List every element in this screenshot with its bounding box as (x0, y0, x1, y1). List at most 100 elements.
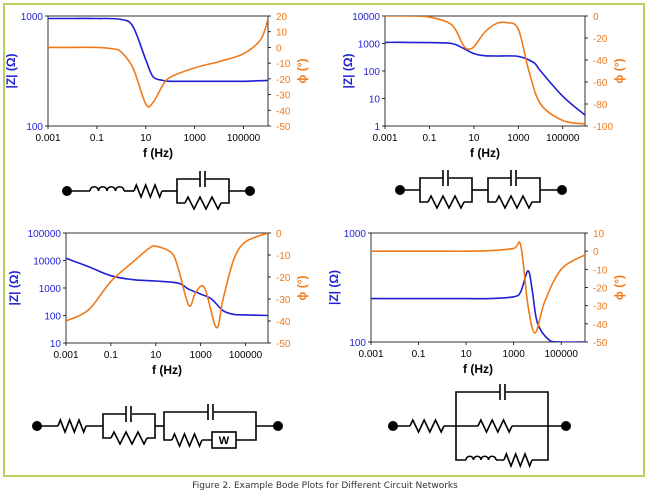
x-tick-label: 100000 (227, 133, 261, 144)
x-axis-label: f (Hz) (143, 146, 173, 160)
y-tick-label: 100000 (28, 229, 62, 240)
terminal-dot (273, 421, 283, 431)
y-tick-label: 1000 (344, 229, 367, 240)
resistor-symbol (133, 182, 163, 200)
x-axis-label: f (Hz) (470, 146, 500, 160)
y-tick-label: 1000 (39, 284, 62, 295)
resistor-symbol (163, 426, 212, 449)
x-tick-label: 0.1 (90, 133, 104, 144)
y2-tick-label: -30 (593, 302, 608, 313)
y2-tick-label: -20 (593, 34, 608, 45)
y-tick-label: 100 (363, 67, 380, 78)
y2-tick-label: -50 (593, 338, 608, 349)
x-tick-label: 10 (468, 133, 480, 144)
resistor-symbol (409, 418, 445, 434)
x-tick-label: 0.1 (412, 349, 426, 360)
capacitor-symbol (499, 384, 506, 400)
x-tick-label: 1000 (184, 133, 207, 144)
capacitor-symbol (207, 404, 214, 420)
y2-axis-label: ϕ (°) (295, 275, 309, 300)
phase-line (48, 18, 268, 108)
y2-tick-label: -10 (276, 59, 291, 70)
plot-area (47, 15, 269, 127)
circuit-4 (388, 384, 571, 469)
x-tick-label: 100000 (545, 349, 579, 360)
phase-line (371, 241, 585, 334)
circuit-2 (395, 170, 567, 210)
resistor-symbol (456, 418, 548, 434)
y2-tick-label: -20 (276, 75, 291, 86)
x-tick-label: 10 (150, 350, 162, 361)
phase-line (66, 233, 268, 329)
y-axis-label: |Z| (Ω) (7, 271, 21, 306)
magnitude-line (66, 257, 268, 317)
y-tick-label: 100 (44, 312, 61, 323)
x-tick-label: 0.1 (104, 350, 118, 361)
wire (455, 426, 466, 461)
y2-tick-label: 10 (276, 28, 288, 39)
terminal-dot (557, 185, 567, 195)
capacitor-symbol (125, 406, 132, 422)
y-tick-label: 1000 (21, 12, 44, 23)
x-tick-label: 10 (140, 133, 152, 144)
x-axis-label: f (Hz) (152, 363, 182, 377)
y-axis-label: |Z| (Ω) (341, 54, 355, 89)
magnitude-line (385, 41, 585, 116)
y2-tick-label: 10 (593, 229, 605, 240)
y2-tick-label: -40 (276, 317, 291, 328)
x-tick-label: 100000 (229, 350, 263, 361)
resistor-symbol (496, 426, 549, 469)
terminal-dot (245, 186, 255, 196)
x-tick-label: 1000 (507, 133, 530, 144)
warburg-label: W (219, 435, 230, 447)
x-tick-label: 1000 (503, 349, 526, 360)
y-tick-label: 100 (349, 338, 366, 349)
y2-tick-label: 0 (276, 43, 282, 54)
magnitude-line (48, 17, 268, 83)
y2-tick-label: 0 (276, 229, 282, 240)
y2-tick-label: 20 (276, 12, 288, 23)
y2-axis-label: ϕ (°) (295, 58, 309, 83)
y-tick-label: 10 (369, 95, 381, 106)
y2-tick-label: -10 (593, 265, 608, 276)
capacitor-symbol (510, 170, 517, 186)
wire (163, 411, 257, 426)
y-tick-label: 100 (26, 122, 43, 133)
circuit-3: W (32, 404, 283, 449)
y2-tick-label: 0 (593, 12, 599, 23)
y-tick-label: 10000 (352, 12, 380, 23)
y-axis-label: |Z| (Ω) (4, 54, 18, 89)
y-tick-label: 1 (374, 122, 380, 133)
y2-tick-label: -10 (276, 251, 291, 262)
x-tick-label: 0.001 (372, 133, 397, 144)
figure-frame (3, 3, 645, 477)
y-tick-label: 10000 (33, 257, 61, 268)
y2-tick-label: -60 (593, 78, 608, 89)
resistor-symbol (102, 426, 156, 446)
y-axis-label: |Z| (Ω) (327, 270, 341, 305)
wire (444, 391, 566, 427)
inductor-symbol (89, 185, 125, 192)
y2-tick-label: -30 (276, 295, 291, 306)
y2-axis-label: ϕ (°) (612, 58, 626, 83)
inductor-symbol (465, 455, 497, 461)
wire (236, 425, 278, 441)
x-tick-label: 0.1 (422, 133, 436, 144)
x-tick-label: 0.001 (53, 350, 78, 361)
phase-line (385, 16, 585, 125)
resistor-symbol (419, 190, 473, 210)
y2-tick-label: 0 (593, 247, 599, 258)
y-tick-label: 1000 (358, 40, 381, 51)
capacitor-symbol (199, 171, 206, 187)
resistor-symbol (487, 190, 541, 210)
terminal-dot (561, 421, 571, 431)
y2-axis-label: ϕ (°) (612, 275, 626, 300)
y-tick-label: 10 (50, 339, 62, 350)
y2-tick-label: -20 (593, 284, 608, 295)
x-tick-label: 0.001 (358, 349, 383, 360)
